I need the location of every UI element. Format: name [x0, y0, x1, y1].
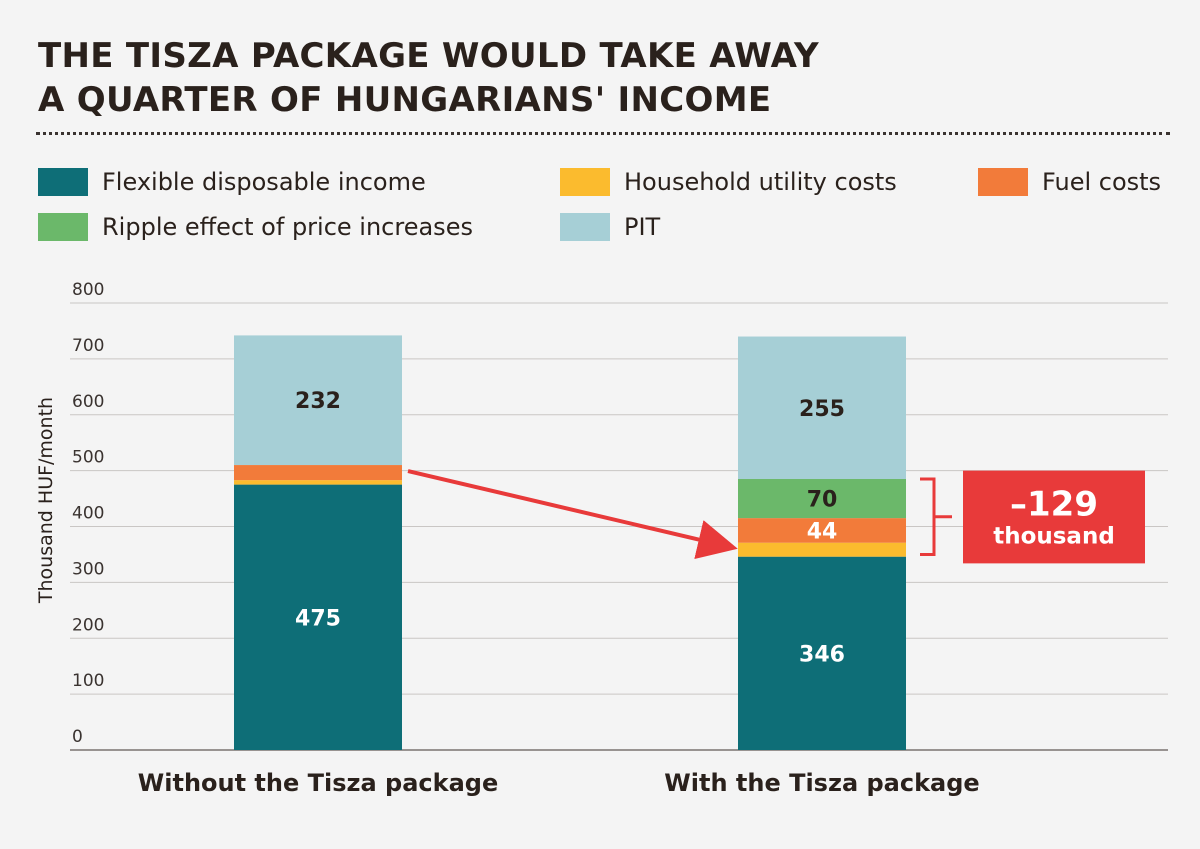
y-tick-label: 0	[72, 727, 83, 747]
y-tick-label: 200	[72, 615, 104, 635]
y-tick-label: 700	[72, 336, 104, 356]
bar-segment	[234, 484, 402, 750]
bar-segment	[738, 518, 906, 543]
bar-segment	[738, 336, 906, 480]
chart-title-line-1: THE TISZA PACKAGE WOULD TAKE AWAY	[38, 36, 819, 76]
difference-box	[963, 470, 1145, 564]
value-labels: 475 232 346 44 70 255	[295, 389, 845, 667]
bar-segment	[234, 465, 402, 481]
y-axis-ticks: 0 100 200 300 400 500 600 700 800	[72, 280, 104, 747]
chart-title-line-2: A QUARTER OF HUNGARIANS' INCOME	[38, 80, 772, 120]
y-tick-label: 300	[72, 559, 104, 579]
data-label: 475	[295, 606, 341, 631]
y-tick-label: 800	[72, 280, 104, 300]
y-tick-label: 600	[72, 392, 104, 412]
bar-segment	[234, 480, 402, 485]
data-label: 70	[807, 488, 838, 513]
decline-arrow	[407, 469, 738, 560]
bar-segment	[738, 479, 906, 519]
x-category-label: Without the Tisza package	[138, 769, 498, 797]
range-bracket	[920, 477, 952, 556]
data-label: 255	[799, 397, 845, 422]
x-category-label: With the Tisza package	[664, 769, 979, 797]
difference-unit: thousand	[993, 524, 1115, 550]
data-label: 346	[799, 642, 845, 667]
title-divider	[36, 132, 1170, 135]
chart-title: THE TISZA PACKAGE WOULD TAKE AWAY A QUAR…	[38, 34, 1168, 122]
bar-segment	[234, 335, 402, 466]
y-tick-label: 500	[72, 448, 104, 468]
data-label: 232	[295, 389, 341, 414]
bars	[234, 335, 906, 750]
category-labels: Without the Tisza package With the Tisza …	[138, 769, 980, 797]
data-label: 44	[807, 519, 838, 544]
bar-segment	[738, 542, 906, 557]
bar-segment	[738, 556, 906, 750]
y-tick-label: 100	[72, 671, 104, 691]
difference-value: –129	[1010, 485, 1098, 525]
y-tick-label: 400	[72, 504, 104, 524]
y-axis-label: Thousand HUF/month	[35, 397, 57, 604]
